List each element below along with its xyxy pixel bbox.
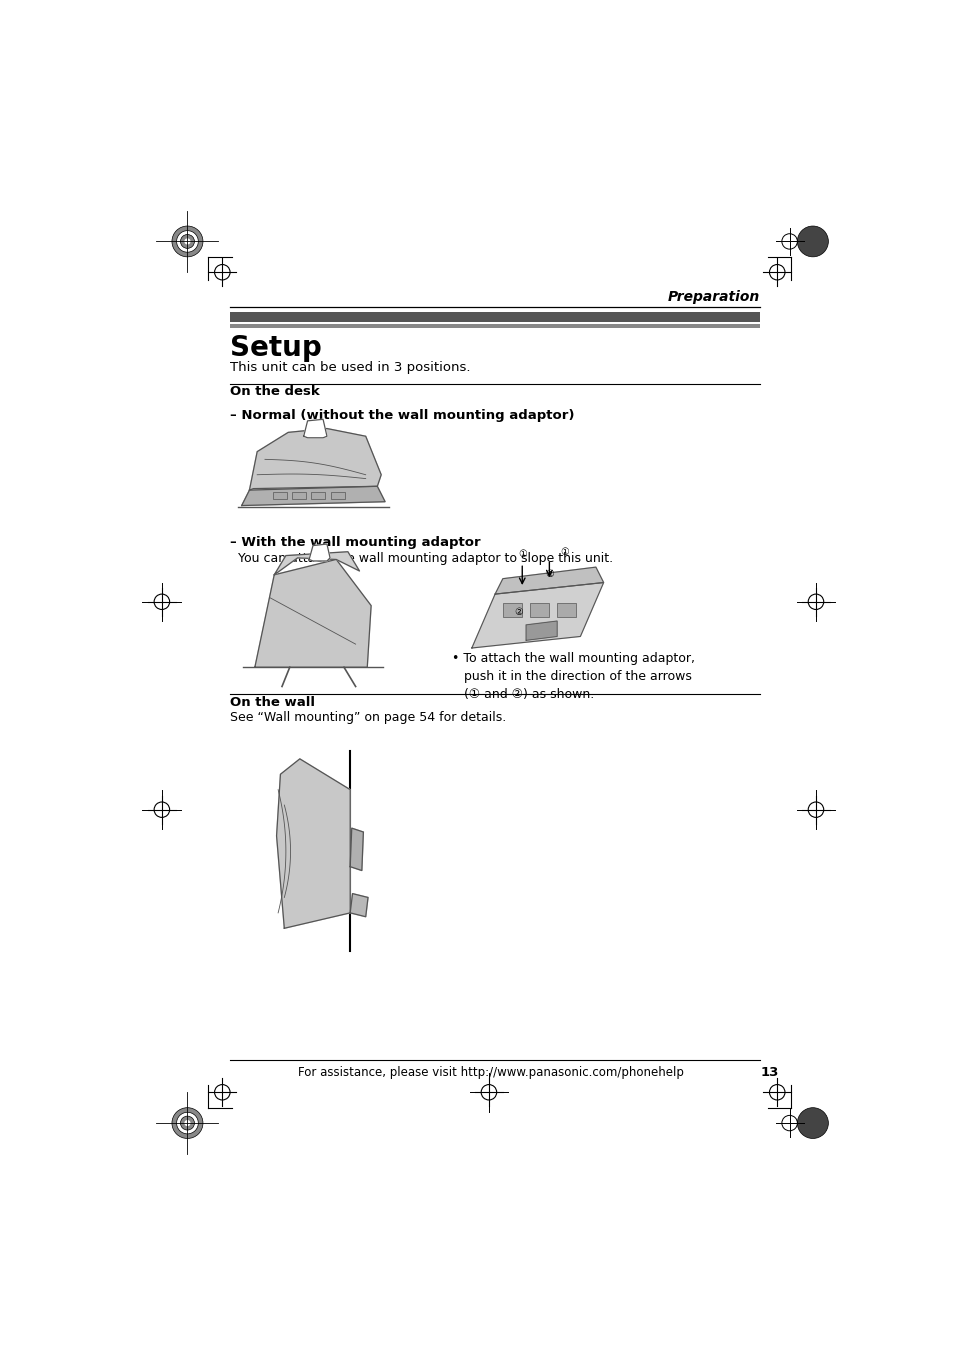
Text: Preparation: Preparation [667, 290, 760, 304]
Circle shape [176, 231, 198, 253]
Text: – Normal (without the wall mounting adaptor): – Normal (without the wall mounting adap… [230, 409, 574, 423]
Circle shape [176, 1112, 198, 1133]
Circle shape [797, 1108, 827, 1139]
Bar [311, 492, 325, 500]
Text: ①: ① [517, 550, 526, 559]
Text: ②: ② [514, 607, 522, 617]
Polygon shape [241, 486, 385, 505]
Text: For assistance, please visit http://www.panasonic.com/phonehelp: For assistance, please visit http://www.… [298, 1066, 683, 1079]
Polygon shape [274, 551, 359, 574]
Circle shape [184, 238, 191, 245]
Polygon shape [525, 621, 557, 640]
Circle shape [184, 1120, 191, 1127]
Text: This unit can be used in 3 positions.: This unit can be used in 3 positions. [230, 361, 470, 374]
Bar [502, 604, 521, 617]
Bar [557, 604, 576, 617]
Bar [230, 324, 760, 328]
Polygon shape [472, 582, 603, 648]
Bar [273, 492, 286, 500]
Polygon shape [495, 567, 603, 594]
Bar [530, 604, 549, 617]
Text: On the wall: On the wall [230, 696, 314, 709]
Polygon shape [350, 893, 368, 917]
Bar [230, 312, 760, 323]
Text: ①: ① [560, 547, 569, 557]
Bar [331, 492, 344, 500]
Circle shape [180, 235, 194, 249]
Polygon shape [249, 428, 381, 490]
Circle shape [797, 226, 827, 257]
Text: • To attach the wall mounting adaptor,
   push it in the direction of the arrows: • To attach the wall mounting adaptor, p… [452, 651, 695, 701]
Circle shape [172, 226, 203, 257]
Text: ②: ② [544, 569, 553, 578]
Text: On the desk: On the desk [230, 385, 319, 399]
Text: See “Wall mounting” on page 54 for details.: See “Wall mounting” on page 54 for detai… [230, 711, 506, 724]
Polygon shape [309, 544, 330, 561]
Text: 13: 13 [760, 1066, 778, 1079]
Polygon shape [276, 759, 350, 928]
Polygon shape [303, 419, 327, 438]
Text: You can attach the wall mounting adaptor to slope this unit.: You can attach the wall mounting adaptor… [230, 551, 613, 565]
Circle shape [172, 1108, 203, 1139]
Text: – With the wall mounting adaptor: – With the wall mounting adaptor [230, 536, 480, 550]
Bar [292, 492, 306, 500]
Polygon shape [350, 828, 363, 870]
Circle shape [180, 1116, 194, 1129]
Polygon shape [254, 559, 371, 667]
Text: Setup: Setup [230, 334, 321, 362]
